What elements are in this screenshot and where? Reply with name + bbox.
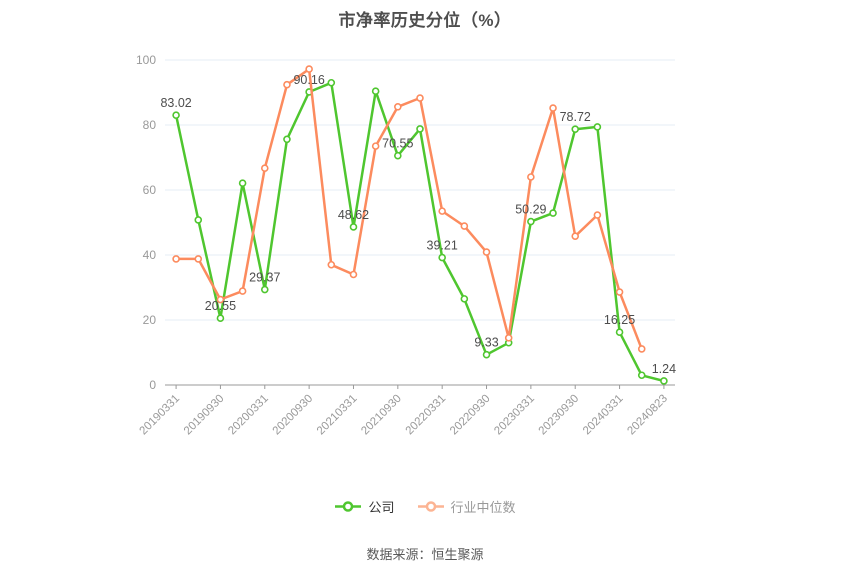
x-axis-tick-label: 20200930 bbox=[271, 393, 316, 438]
data-point bbox=[394, 151, 402, 160]
data-point bbox=[216, 314, 225, 323]
data-point bbox=[371, 87, 380, 95]
x-axis-tick-label: 20240331 bbox=[581, 393, 626, 438]
x-axis-tick-label: 20190331 bbox=[138, 393, 183, 438]
chart-title: 市净率历史分位（%） bbox=[338, 11, 512, 30]
data-label: 90.16 bbox=[293, 73, 324, 87]
data-point bbox=[349, 223, 358, 231]
data-point bbox=[438, 207, 446, 215]
x-axis-tick-label: 20230331 bbox=[492, 393, 537, 438]
data-point bbox=[416, 94, 424, 102]
x-axis-tick-label: 20200331 bbox=[226, 393, 271, 438]
data-point bbox=[527, 217, 535, 226]
y-axis-tick-label: 40 bbox=[143, 248, 157, 262]
data-point bbox=[394, 103, 402, 111]
series-company-line bbox=[172, 78, 668, 385]
legend-label: 公司 bbox=[368, 500, 395, 515]
data-point bbox=[416, 125, 424, 133]
data-label: 9.33 bbox=[474, 336, 498, 350]
data-point bbox=[571, 125, 580, 133]
data-point bbox=[283, 135, 291, 144]
data-label: 48.62 bbox=[338, 208, 369, 222]
data-label: 16.25 bbox=[604, 313, 635, 327]
data-point bbox=[549, 209, 557, 217]
data-point bbox=[305, 65, 313, 73]
data-label: 39.21 bbox=[427, 239, 458, 253]
grid-lines bbox=[165, 59, 675, 321]
data-point bbox=[615, 328, 624, 336]
x-axis: 20190331 20190930 20200331 20200930 20210331… bbox=[138, 384, 675, 438]
data-point bbox=[482, 350, 491, 359]
x-axis-tick-label: 20220331 bbox=[404, 393, 449, 438]
x-axis-tick-label: 20220930 bbox=[448, 393, 493, 438]
x-axis-tick-label: 20210930 bbox=[359, 393, 404, 438]
data-point bbox=[327, 260, 336, 269]
data-point bbox=[460, 222, 469, 230]
data-point bbox=[637, 371, 646, 380]
data-point bbox=[238, 287, 247, 295]
data-source: 数据来源：恒生聚源 bbox=[366, 547, 484, 562]
data-point bbox=[283, 80, 291, 89]
data-point bbox=[238, 179, 247, 187]
legend-item-company[interactable]: 公司 bbox=[334, 497, 395, 516]
data-point bbox=[194, 216, 203, 224]
data-point bbox=[172, 255, 180, 263]
data-point bbox=[260, 164, 269, 173]
data-point bbox=[504, 334, 513, 342]
data-point bbox=[549, 104, 557, 112]
data-label: 1.24 bbox=[652, 362, 676, 376]
y-axis-tick-label: 20 bbox=[143, 313, 157, 327]
data-label: 20.55 bbox=[205, 299, 236, 313]
data-point bbox=[460, 295, 469, 303]
data-point bbox=[327, 78, 336, 87]
data-point bbox=[216, 295, 225, 304]
legend-label: 行业中位数 bbox=[450, 500, 516, 515]
y-axis-tick-label: 0 bbox=[149, 378, 156, 392]
data-point bbox=[593, 211, 602, 219]
legend-item-industry-median[interactable]: 行业中位数 bbox=[417, 497, 516, 516]
data-label: 29.37 bbox=[249, 271, 280, 285]
data-point bbox=[527, 173, 535, 181]
data-point bbox=[260, 285, 269, 294]
data-point bbox=[349, 270, 358, 279]
series-industry-median-line bbox=[172, 65, 646, 353]
x-axis-tick-label: 20210331 bbox=[315, 393, 360, 438]
series-company-labels: 83.02 20.55 29.37 90.16 48.62 70.55 39.21 9.33 5… bbox=[160, 73, 676, 376]
legend-line-icon bbox=[335, 501, 362, 512]
y-axis-tick-label: 100 bbox=[136, 53, 156, 67]
data-label: 78.72 bbox=[560, 110, 591, 124]
x-axis-tick-label: 20190930 bbox=[182, 393, 227, 438]
data-point bbox=[660, 377, 668, 385]
x-axis-tick-label: 20230930 bbox=[537, 393, 582, 438]
data-point bbox=[371, 142, 380, 150]
data-point bbox=[637, 345, 646, 353]
data-point bbox=[438, 253, 446, 262]
data-point bbox=[615, 288, 624, 296]
data-point bbox=[593, 123, 602, 131]
y-axis-tick-label: 60 bbox=[143, 183, 157, 197]
data-label: 50.29 bbox=[515, 203, 546, 217]
data-label: 70.55 bbox=[382, 137, 413, 151]
data-point bbox=[172, 111, 180, 119]
data-label: 83.02 bbox=[160, 96, 191, 110]
data-point bbox=[571, 232, 580, 240]
legend-line-icon bbox=[417, 501, 444, 512]
chart-legend: 公司 行业中位数 bbox=[0, 497, 850, 516]
data-point bbox=[194, 255, 203, 263]
data-point bbox=[482, 248, 491, 256]
y-axis-labels: 0 20 40 60 80 100 bbox=[136, 53, 156, 392]
y-axis-tick-label: 80 bbox=[143, 118, 157, 132]
x-axis-tick-label: 20240823 bbox=[625, 393, 670, 438]
